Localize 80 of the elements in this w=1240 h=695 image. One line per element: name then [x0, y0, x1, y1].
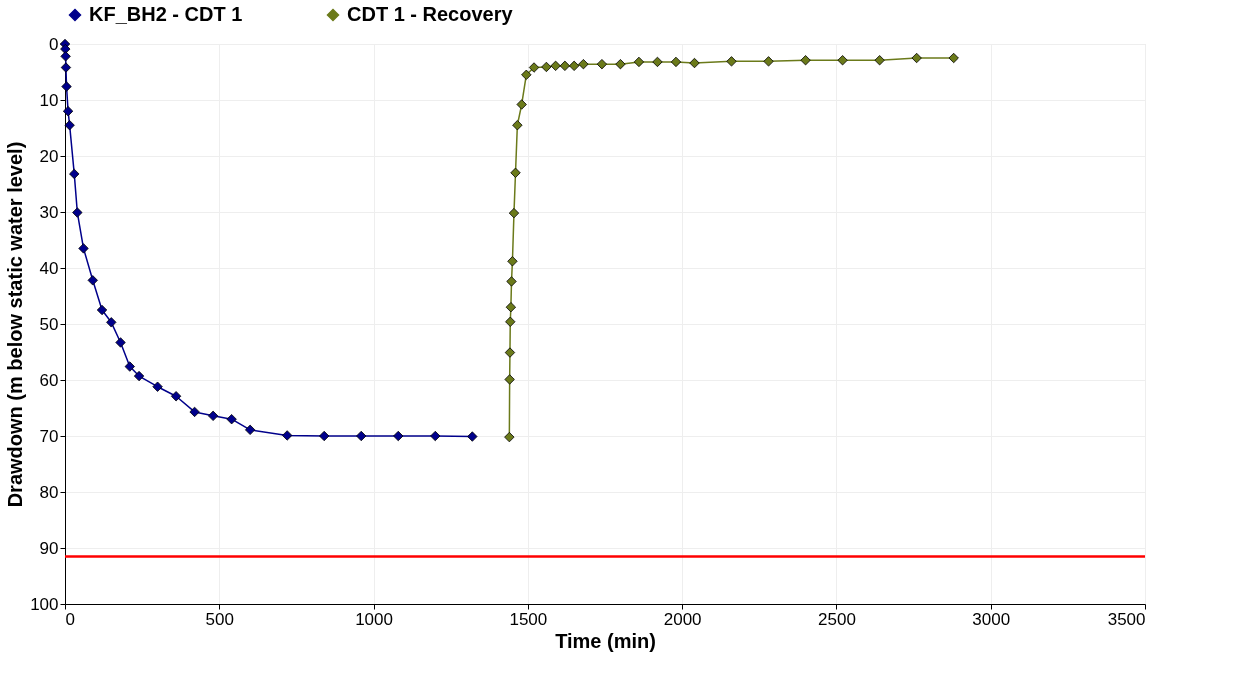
- point: [512, 120, 523, 131]
- point: [726, 56, 737, 67]
- point: [800, 55, 811, 66]
- point: [670, 56, 682, 68]
- x-tick-label: 500: [205, 609, 234, 629]
- point: [152, 381, 163, 392]
- y-tick-label: 0: [49, 34, 59, 54]
- y-tick-label: 30: [39, 202, 59, 222]
- point: [78, 243, 89, 254]
- point: [507, 256, 518, 267]
- point: [528, 62, 540, 73]
- y-tick-label: 100: [30, 594, 59, 614]
- point: [763, 56, 774, 67]
- point: [319, 430, 330, 442]
- point: [87, 275, 98, 286]
- point: [430, 430, 441, 442]
- point: [578, 59, 589, 70]
- y-tick-label: 10: [39, 90, 59, 110]
- point: [541, 61, 552, 73]
- point: [504, 374, 515, 385]
- point: [60, 62, 72, 73]
- y-tick-label: 60: [39, 370, 59, 390]
- point: [64, 120, 75, 131]
- point: [615, 59, 626, 70]
- y-tick-label: 90: [39, 538, 59, 558]
- point: [505, 316, 516, 327]
- point: [516, 99, 527, 110]
- y-tick-label: 50: [39, 314, 59, 334]
- y-tick-label: 40: [39, 258, 59, 278]
- x-tick-label: 2000: [663, 609, 702, 629]
- point: [521, 69, 532, 80]
- point: [652, 56, 663, 68]
- point: [510, 167, 521, 178]
- point: [550, 60, 561, 71]
- x-tick-label: 1500: [509, 609, 548, 629]
- point: [948, 52, 959, 64]
- y-tick-label: 20: [39, 146, 59, 166]
- x-axis-title: Time (min): [555, 629, 656, 652]
- point: [226, 414, 237, 425]
- y-axis-title: Drawdown (m below static water level): [4, 141, 27, 508]
- point: [393, 430, 404, 442]
- point: [245, 424, 256, 435]
- x-tick-label: 1000: [355, 609, 393, 629]
- point: [874, 55, 885, 66]
- point: [69, 168, 80, 180]
- point: [689, 57, 700, 69]
- legend-label: KF_BH2 - CDT 1: [89, 3, 243, 25]
- point: [170, 391, 182, 402]
- point: [506, 276, 517, 287]
- point: [124, 361, 135, 372]
- point: [504, 431, 515, 443]
- point: [569, 60, 580, 71]
- point: [72, 207, 83, 218]
- point: [467, 431, 478, 442]
- x-tick-label: 2500: [818, 609, 856, 629]
- point: [62, 106, 74, 117]
- point: [596, 59, 608, 70]
- point: [356, 430, 367, 442]
- point: [837, 55, 848, 66]
- point: [633, 56, 645, 68]
- x-tick-label: 0: [65, 609, 75, 629]
- point: [96, 304, 108, 316]
- point: [505, 302, 517, 313]
- point: [189, 406, 200, 418]
- x-tick-label: 3500: [1107, 609, 1146, 629]
- point: [115, 337, 126, 348]
- point: [133, 370, 145, 382]
- point: [106, 317, 117, 328]
- y-tick-label: 80: [39, 482, 59, 502]
- point: [207, 410, 219, 421]
- y-tick-label: 70: [39, 426, 59, 446]
- point: [282, 430, 293, 441]
- point: [559, 60, 571, 71]
- x-tick-label: 3000: [972, 609, 1011, 629]
- legend-label: CDT 1 - Recovery: [347, 3, 514, 25]
- point: [61, 81, 72, 92]
- point: [504, 347, 516, 358]
- point: [911, 52, 922, 64]
- point: [508, 207, 520, 219]
- point: [60, 51, 71, 62]
